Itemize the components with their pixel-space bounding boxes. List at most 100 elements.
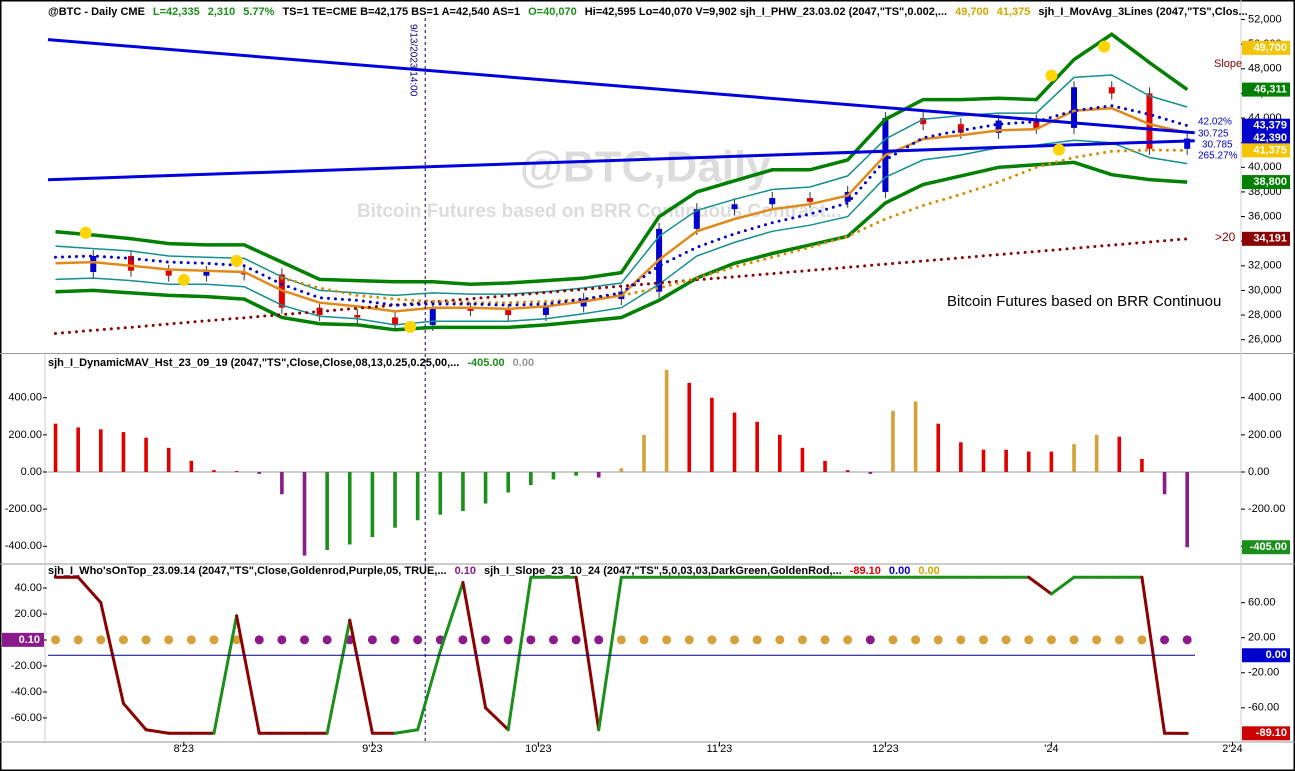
y2-tick-label: -20.00 (1248, 667, 1279, 679)
histogram-bar (99, 429, 103, 472)
dotted-average (280, 148, 1189, 305)
value-marker-label: 41,375 (1253, 144, 1287, 156)
state-dot (865, 635, 875, 645)
indicator-header: TS=1 TE=CME B=42,175 BS=1 A=42,540 AS=1 (282, 6, 520, 18)
dotted-average (54, 104, 1189, 307)
state-dot (1046, 635, 1056, 645)
annotation: >20 (1215, 230, 1236, 244)
histogram-bar (823, 460, 827, 472)
state-dot (820, 635, 830, 645)
candle-body (693, 209, 700, 229)
slope-segment (484, 706, 510, 732)
dotted-average (54, 237, 1189, 335)
histogram-bar (529, 472, 533, 485)
indicator-header: 0.00 (513, 357, 534, 369)
candle-body (429, 308, 436, 325)
indicator-header: sjh_I_Who'sOnTop_23.09.14 (2047,"TS",Clo… (48, 565, 447, 577)
candle-body (203, 271, 210, 276)
histogram-bar (574, 472, 578, 476)
y-tick-label: 200.00 (1248, 429, 1282, 441)
indicator-header: O=40,070 (528, 6, 577, 18)
state-dot (232, 635, 242, 645)
pivot-marker (1098, 40, 1111, 53)
y-tick-label: 40,000 (1248, 161, 1282, 173)
state-dot (1069, 635, 1079, 645)
histogram-bar (370, 472, 375, 537)
state-dot (526, 635, 536, 645)
state-dot (978, 635, 988, 645)
histogram-bar (1140, 459, 1144, 472)
indicator-line (47, 38, 1195, 135)
value-marker-label: 0.00 (1266, 649, 1287, 661)
histogram-bar (302, 472, 307, 556)
indicator-header: 2,310 (208, 6, 236, 18)
pivot-marker (1052, 143, 1065, 156)
histogram-bar (551, 472, 556, 480)
state-dot (186, 635, 196, 645)
histogram-bar (1004, 449, 1008, 472)
indicator-header: 49,700 (955, 6, 989, 18)
candle-body (127, 255, 134, 271)
x-tick-label: 11'23 (707, 743, 733, 755)
value-marker-label: 34,191 (1253, 233, 1287, 245)
value-marker-label: 43,379 (1253, 120, 1287, 132)
histogram-bar (959, 442, 963, 472)
histogram-bar (1026, 451, 1031, 472)
histogram-bar (144, 437, 148, 472)
histogram-bar (461, 472, 465, 511)
state-dot (322, 635, 332, 645)
slope-segment (76, 575, 103, 605)
slope-segment (461, 581, 488, 710)
candle-body (995, 120, 1002, 133)
value-marker (1242, 82, 1290, 97)
histogram-bar (619, 468, 624, 472)
histogram-bar (257, 472, 262, 474)
y-tick-label: -400.00 (5, 540, 42, 552)
state-dot (594, 635, 604, 645)
histogram-bar (166, 447, 171, 472)
x-tick-label: 10'23 (525, 743, 552, 755)
indicator-header: L=42,335 (153, 6, 200, 18)
value-marker-label: 49,700 (1253, 42, 1287, 54)
state-dot (73, 635, 83, 645)
histogram-bar (891, 410, 895, 472)
histogram-bar (189, 460, 194, 472)
histogram-bar (642, 434, 646, 472)
histogram-bar (393, 472, 397, 528)
y-tick-label: 0.00 (1248, 466, 1269, 478)
state-dot (51, 635, 61, 645)
candle-body (806, 198, 813, 202)
value-marker (1242, 540, 1290, 555)
x-tick-label: 2'24 (1222, 743, 1242, 755)
state-dot (911, 635, 921, 645)
slope-segment (99, 601, 125, 705)
state-dot (662, 635, 672, 645)
slope-segment (597, 575, 623, 732)
indicator-header: @BTC - Daily CME (48, 6, 145, 18)
slope-segment (438, 581, 465, 653)
state-dot (481, 635, 491, 645)
state-dot (503, 635, 513, 645)
state-dot (254, 635, 264, 645)
annotation: Bitcoin Futures based on BRR Continuou (947, 293, 1221, 310)
candle-body (542, 306, 549, 316)
state-dot (571, 635, 581, 645)
indicator-header: 5.77% (243, 6, 274, 18)
slope-segment (121, 701, 148, 732)
slope-segment (1027, 575, 1053, 596)
state-dot (548, 635, 558, 645)
slope-segment (574, 575, 601, 732)
state-dot (956, 635, 966, 645)
y-tick-label: 40.00 (14, 582, 42, 594)
value-marker-label: 42,390 (1253, 132, 1287, 144)
y-tick-label: -20.00 (11, 660, 42, 672)
y-tick-label: -200.00 (1248, 503, 1285, 515)
y-tick-label: -40.00 (11, 686, 42, 698)
value-marker-label: 38,800 (1253, 176, 1287, 188)
state-dot (300, 635, 310, 645)
histogram-bar (1094, 434, 1099, 472)
histogram-bar (710, 397, 714, 472)
y-tick-label: -60.00 (11, 712, 42, 724)
slope-segment (212, 614, 239, 735)
y-tick-label: 400.00 (1248, 392, 1282, 404)
